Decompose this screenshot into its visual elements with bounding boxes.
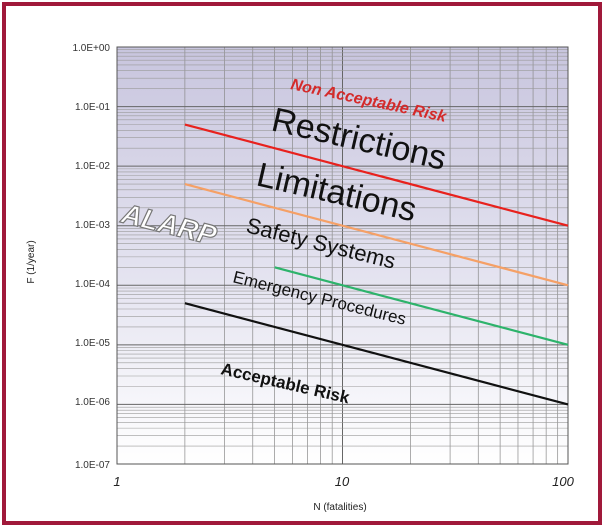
- plot-border: [116, 46, 569, 465]
- x-tick-label: 1: [113, 474, 120, 489]
- y-tick-label: 1.0E-01: [75, 102, 110, 113]
- y-tick-label: 1.0E-02: [75, 161, 110, 172]
- series-line-4: [184, 302, 569, 406]
- y-tick-label: 1.0E-05: [75, 338, 110, 349]
- y-tick-labels: 1.0E+00 1.0E-01 1.0E-02 1.0E-03 1.0E-04 …: [72, 43, 110, 471]
- series-line-1: [184, 123, 569, 227]
- risk-boundary-lines: [184, 123, 569, 406]
- y-tick-label: 1.0E-07: [75, 460, 110, 471]
- y-tick-label: 1.0E-03: [75, 220, 110, 231]
- series-line-2: [184, 183, 569, 287]
- x-tick-label: 10: [335, 474, 350, 489]
- y-axis-label: F (1/year): [26, 240, 37, 283]
- y-tick-label: 1.0E-04: [75, 279, 110, 290]
- x-tick-labels: 1 10 100: [113, 474, 574, 489]
- y-tick-label: 1.0E-06: [75, 397, 110, 408]
- grid: [116, 46, 569, 465]
- series-line-3: [274, 266, 569, 346]
- y-tick-label: 1.0E+00: [72, 43, 110, 54]
- x-tick-label: 100: [552, 474, 574, 489]
- x-axis-label: N (fatalities): [313, 502, 366, 513]
